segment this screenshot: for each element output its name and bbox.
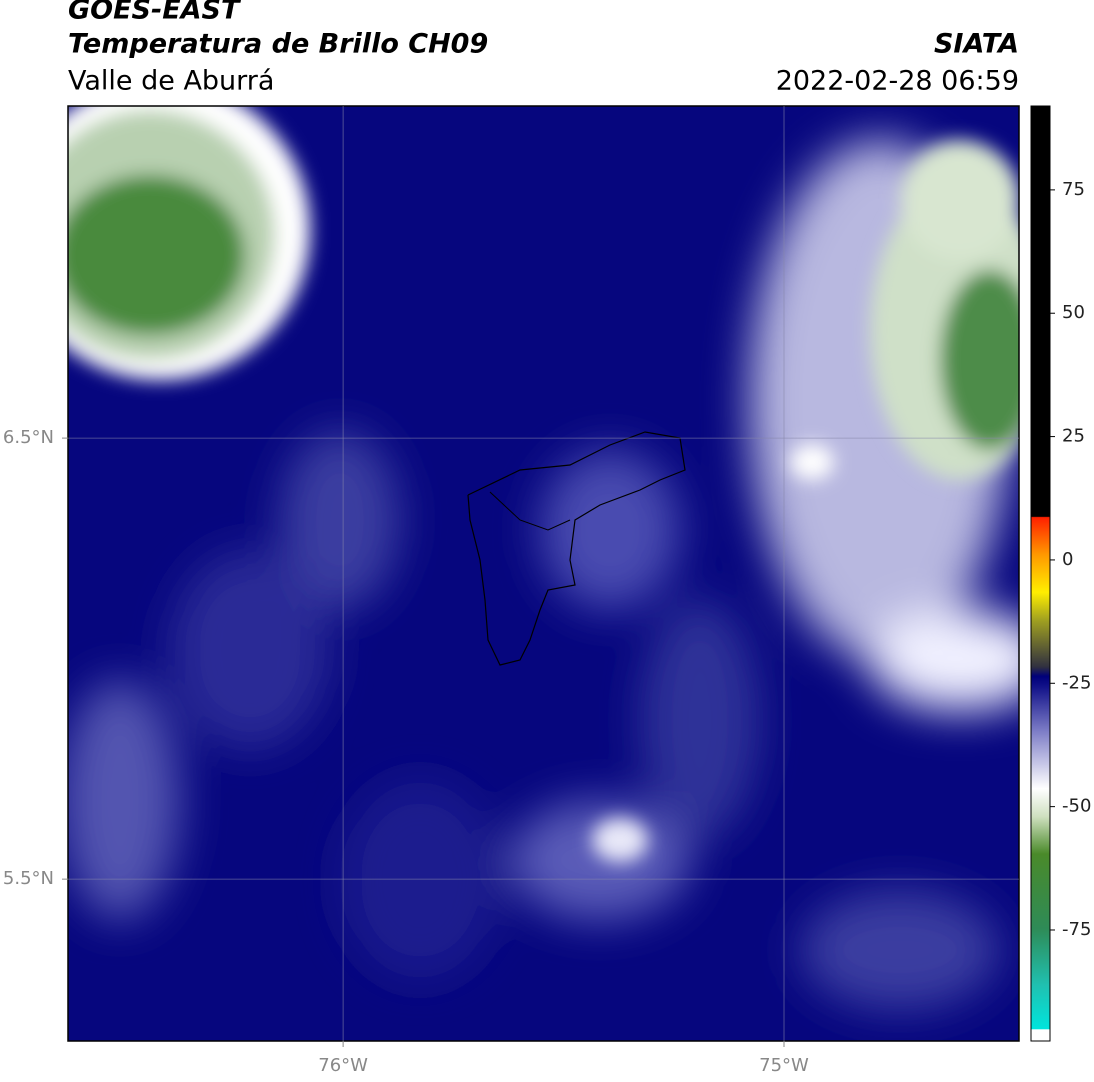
satellite-image xyxy=(68,106,1019,1041)
colorbar-tick-label: -25 xyxy=(1062,672,1091,693)
region: Valle de Aburrá xyxy=(68,66,274,97)
colorbar-tick-label: 50 xyxy=(1062,302,1085,323)
colorbar xyxy=(1030,105,1051,1042)
cold-clouds xyxy=(68,106,1019,862)
municipal-boundaries xyxy=(467,431,686,666)
colorbar-tick-label: 75 xyxy=(1062,179,1085,200)
lon-tick-label: 75°W xyxy=(759,1055,809,1076)
colorbar-tick-label: -75 xyxy=(1062,919,1091,940)
lon-tick-label: 76°W xyxy=(318,1055,368,1076)
colorbar-tick-label: -50 xyxy=(1062,796,1091,817)
municipal-boundaries xyxy=(489,491,571,531)
lat-tick-label: 6.5°N xyxy=(3,427,54,448)
source: SIATA xyxy=(934,29,1019,60)
cloud-texture xyxy=(68,140,1019,1010)
colorbar-tick-label: 0 xyxy=(1062,549,1073,570)
colorbar-tick-label: 25 xyxy=(1062,426,1085,447)
map-frame xyxy=(67,105,1020,1042)
title: GOES-EAST xyxy=(68,0,242,26)
datetime: 2022-02-28 06:59 xyxy=(776,66,1019,97)
lat-tick-label: 5.5°N xyxy=(3,868,54,889)
subtitle: Temperatura de Brillo CH09 xyxy=(68,29,488,60)
